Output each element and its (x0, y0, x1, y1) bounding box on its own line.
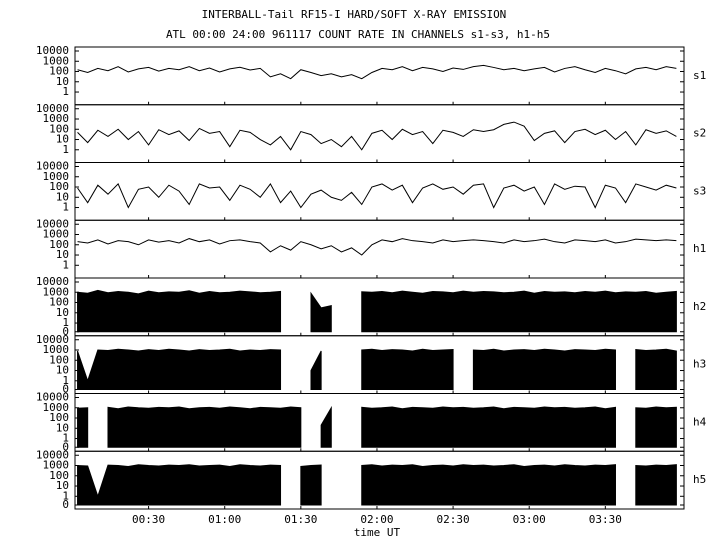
y-tick-label: 10000 (36, 275, 69, 288)
line (77, 121, 677, 151)
area (635, 464, 677, 506)
y-tick-label: 10 (56, 133, 69, 146)
y-tick-label: 10000 (36, 333, 69, 346)
y-tick-label: 1 (62, 316, 69, 329)
y-tick-label: 10 (56, 421, 69, 434)
y-tick-label: 100 (49, 65, 69, 78)
area (361, 406, 616, 448)
y-tick-label: 10000 (36, 44, 69, 57)
y-tick-label: 100 (49, 180, 69, 193)
y-tick-label: 0 (62, 325, 69, 338)
x-tick-label: 02:30 (437, 513, 470, 526)
panel-label: h2 (693, 300, 706, 313)
y-tick-label: 0 (62, 383, 69, 396)
y-tick-label: 10 (56, 75, 69, 88)
chart-title: INTERBALL-Tail RF15-I HARD/SOFT X-RAY EM… (202, 8, 507, 21)
y-tick-label: 1000 (43, 459, 70, 472)
panel-label: s3 (693, 184, 706, 197)
y-tick-label: 100 (49, 353, 69, 366)
area (77, 348, 282, 390)
y-tick-label: 10 (56, 190, 69, 203)
y-tick-label: 10 (56, 248, 69, 261)
y-tick-label: 1000 (43, 54, 70, 67)
area (635, 348, 677, 390)
y-tick-label: 10 (56, 306, 69, 319)
area (310, 291, 332, 333)
y-tick-label: 1000 (43, 401, 70, 414)
area (310, 350, 322, 390)
area (361, 290, 677, 333)
y-tick-label: 1 (62, 374, 69, 387)
y-tick-label: 100 (49, 296, 69, 309)
y-tick-label: 1 (62, 201, 69, 214)
panel-label: h1 (693, 242, 706, 255)
y-tick-label: 1000 (43, 170, 70, 183)
line (77, 183, 677, 209)
chart-subtitle: ATL 00:00 24:00 961117 COUNT RATE IN CHA… (166, 28, 550, 41)
y-tick-label: 10000 (36, 102, 69, 115)
y-tick-label: 100 (49, 469, 69, 482)
y-tick-label: 100 (49, 238, 69, 251)
x-tick-label: 03:00 (513, 513, 546, 526)
x-tick-label: 01:00 (208, 513, 241, 526)
line (77, 238, 677, 256)
y-tick-label: 0 (62, 440, 69, 453)
y-tick-label: 0 (62, 498, 69, 511)
x-tick-label: 03:30 (589, 513, 622, 526)
x-tick-label: 01:30 (284, 513, 317, 526)
y-tick-label: 10000 (36, 391, 69, 404)
area (77, 464, 282, 506)
area (320, 405, 332, 448)
area (77, 407, 89, 448)
panel-label: h4 (693, 415, 707, 428)
y-tick-label: 10 (56, 364, 69, 377)
y-tick-label: 1 (62, 258, 69, 271)
panel-label: s2 (693, 127, 706, 140)
y-tick-label: 1 (62, 85, 69, 98)
y-tick-label: 100 (49, 122, 69, 135)
y-tick-label: 100 (49, 411, 69, 424)
area (361, 348, 454, 390)
area (300, 464, 322, 506)
x-tick-label: 00:30 (132, 513, 165, 526)
panel-label: h3 (693, 358, 706, 371)
y-tick-label: 1 (62, 489, 69, 502)
area (635, 406, 677, 448)
panel-frame (74, 450, 685, 510)
panel-label: h5 (693, 473, 706, 486)
y-tick-label: 10 (56, 479, 69, 492)
y-tick-label: 10000 (36, 160, 69, 173)
y-tick-label: 10000 (36, 448, 69, 461)
area (472, 348, 616, 390)
y-tick-label: 10000 (36, 217, 69, 230)
area (361, 464, 616, 506)
line (77, 64, 677, 80)
y-tick-label: 1000 (43, 285, 70, 298)
panel-label: s1 (693, 69, 706, 82)
area (77, 289, 282, 333)
area (107, 406, 302, 448)
y-tick-label: 1000 (43, 343, 70, 356)
x-tick-label: 02:00 (360, 513, 393, 526)
x-axis-label: time UT (354, 526, 401, 539)
y-tick-label: 1000 (43, 228, 70, 241)
y-tick-label: 1 (62, 143, 69, 156)
y-tick-label: 1000 (43, 112, 70, 125)
y-tick-label: 1 (62, 432, 69, 445)
